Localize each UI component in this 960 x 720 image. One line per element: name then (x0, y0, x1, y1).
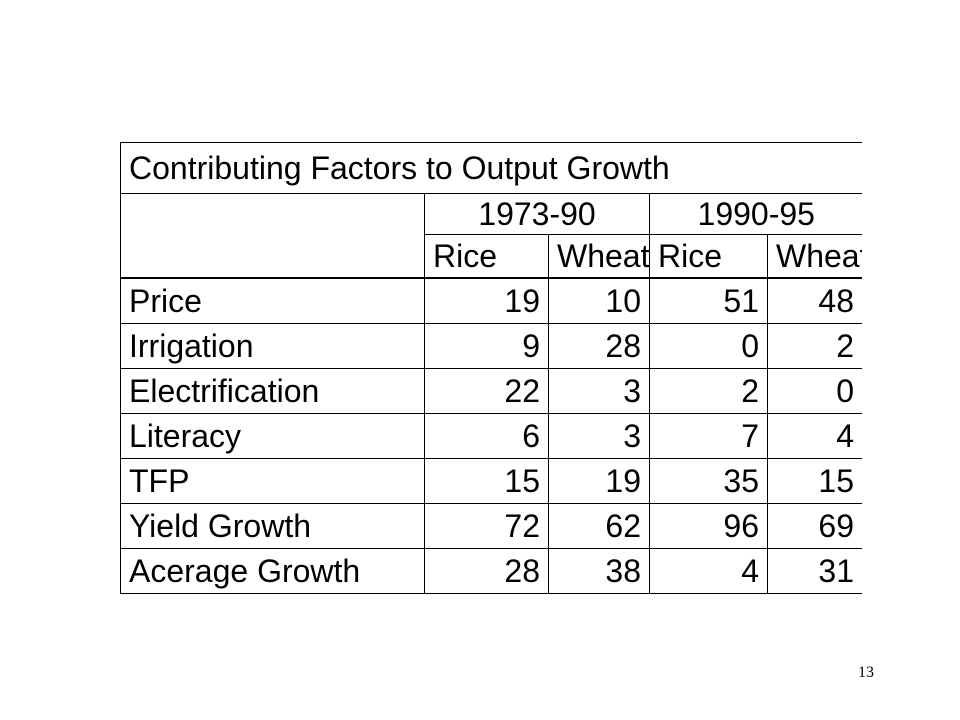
table-cell: 19 (424, 277, 549, 324)
table-cell: 22 (424, 368, 549, 414)
table-row: TFP 15 19 35 15 (120, 458, 862, 504)
crop-header: Rice (424, 234, 549, 279)
table-title: Contributing Factors to Output Growth (120, 142, 862, 194)
table-cell: 4 (767, 413, 862, 459)
period-header-row: 1973-90 1990-95 (120, 193, 862, 235)
table-cell: 3 (548, 368, 650, 414)
row-label: Literacy (120, 413, 425, 459)
table-row: Yield Growth 72 62 96 69 (120, 503, 862, 549)
factors-table-container: Contributing Factors to Output Growth 19… (120, 142, 862, 598)
table-cell: 7 (649, 413, 768, 459)
row-label: Price (120, 277, 425, 324)
table-row: Literacy 6 3 7 4 (120, 413, 862, 459)
table-cell: 0 (649, 323, 768, 369)
table-cell: 4 (649, 548, 768, 594)
crop-header-row: Rice Wheat Rice Wheat (120, 234, 862, 279)
table-row: Irrigation 9 28 0 2 (120, 323, 862, 369)
period-header: 1973-90 (424, 193, 650, 235)
table-cell: 19 (548, 458, 650, 504)
table-row: Price 19 10 51 48 (120, 277, 862, 324)
table-cell: 15 (767, 458, 862, 504)
table-title-row: Contributing Factors to Output Growth (120, 142, 862, 194)
table-cell: 31 (767, 548, 862, 594)
table-cell: 15 (424, 458, 549, 504)
row-label: Yield Growth (120, 503, 425, 549)
table-cell: 62 (548, 503, 650, 549)
table-cell: 48 (767, 277, 862, 324)
table-cell: 51 (649, 277, 768, 324)
row-label: Acerage Growth (120, 548, 425, 594)
crop-header: Wheat (548, 234, 650, 279)
table-cell: 35 (649, 458, 768, 504)
table-cell: 28 (424, 548, 549, 594)
table-cell: 2 (649, 368, 768, 414)
row-label: TFP (120, 458, 425, 504)
table-cell: 3 (548, 413, 650, 459)
table-cell: 72 (424, 503, 549, 549)
row-label: Electrification (120, 368, 425, 414)
table-row: Acerage Growth 28 38 4 31 (120, 548, 862, 594)
table-cell: 69 (767, 503, 862, 549)
table-cell: 0 (767, 368, 862, 414)
empty-header-cell (120, 234, 425, 279)
table-cell: 2 (767, 323, 862, 369)
empty-header-cell (120, 193, 425, 235)
row-label: Irrigation (120, 323, 425, 369)
table-cell: 38 (548, 548, 650, 594)
table-cell: 10 (548, 277, 650, 324)
table-cell: 6 (424, 413, 549, 459)
crop-header: Wheat (767, 234, 862, 279)
table-cell: 96 (649, 503, 768, 549)
crop-header: Rice (649, 234, 768, 279)
contributing-factors-table: Contributing Factors to Output Growth 19… (120, 142, 862, 594)
table-cell: 9 (424, 323, 549, 369)
period-header: 1990-95 (649, 193, 862, 235)
table-row: Electrification 22 3 2 0 (120, 368, 862, 414)
table-cell: 28 (548, 323, 650, 369)
page-number: 13 (858, 664, 874, 681)
